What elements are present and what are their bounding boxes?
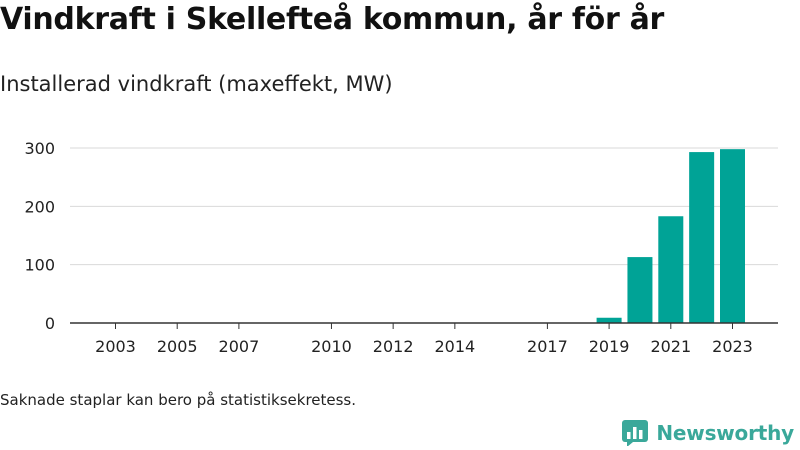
chart-subtitle: Installerad vindkraft (maxeffekt, MW) [0,72,393,96]
footnote: Saknade staplar kan bero på statistiksek… [0,391,357,409]
newsworthy-logo-icon [622,420,649,446]
x-tick-label: 2023 [712,337,753,356]
bar-2023 [720,149,745,323]
y-axis-ticks: 0 100 200 300 [24,139,55,333]
y-tick-label: 0 [45,314,55,333]
y-tick-label: 300 [24,139,55,158]
y-tick-label: 100 [24,256,55,275]
x-tick-label: 2005 [157,337,198,356]
newsworthy-brand: Newsworthy [622,420,794,446]
bars [596,149,745,323]
x-tick-label: 2019 [589,337,630,356]
x-tick-label: 2003 [95,337,136,356]
bar-2019 [596,317,622,323]
chart-title: Vindkraft i Skellefteå kommun, år för år [0,2,665,37]
bar-2022 [689,152,715,323]
x-tick-label: 2017 [527,337,568,356]
x-tick-label: 2014 [434,337,475,356]
x-tick-label: 2007 [219,337,260,356]
bar-2020 [627,257,653,323]
bar-2021 [658,216,684,323]
brand-name: Newsworthy [656,421,794,445]
x-tick-label: 2010 [311,337,352,356]
x-tick-label: 2021 [650,337,691,356]
x-tick-label: 2012 [373,337,414,356]
x-axis: 2003 2005 2007 2010 2012 2014 2017 2019 2021 2023 [70,322,778,356]
y-tick-label: 200 [24,197,55,216]
